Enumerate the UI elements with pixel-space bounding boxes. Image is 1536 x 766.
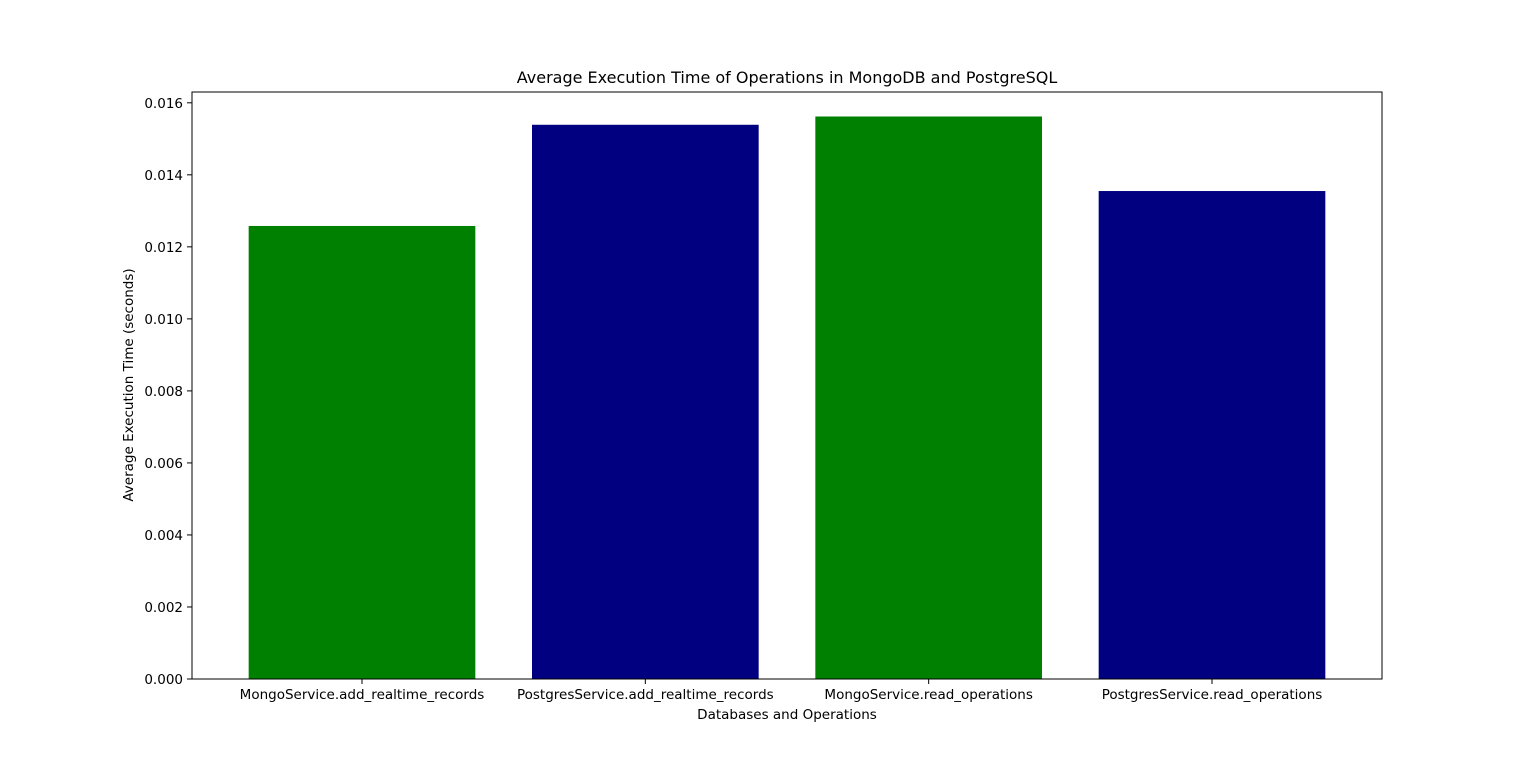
y-axis-label: Average Execution Time (seconds) [121, 268, 137, 501]
y-tick-label: 0.016 [144, 96, 183, 112]
x-tick-label: PostgresService.read_operations [1102, 687, 1323, 703]
y-tick-label: 0.000 [144, 672, 183, 688]
plot-frame [191, 91, 1383, 680]
y-tick-label: 0.006 [144, 456, 183, 472]
y-tick-label: 0.010 [144, 312, 183, 328]
bar-2 [532, 124, 759, 679]
y-tick-label: 0.002 [144, 600, 183, 616]
y-tick-label: 0.012 [144, 240, 183, 256]
chart-title: Average Execution Time of Operations in … [517, 68, 1058, 87]
bars-layer [248, 116, 1326, 679]
y-tick-label: 0.004 [144, 528, 183, 544]
x-axis-label: Databases and Operations [697, 707, 877, 723]
y-tick-label: 0.014 [144, 168, 183, 184]
bar-1 [248, 225, 476, 679]
x-tick-label: MongoService.add_realtime_records [240, 687, 485, 703]
y-tick-label: 0.008 [144, 384, 183, 400]
bar-3 [815, 116, 1042, 679]
y-axis: 0.000 0.002 0.004 0.006 0.008 0.010 0.012 0.014… [144, 96, 192, 688]
x-axis: MongoService.add_realtime_records Postgre… [240, 679, 1323, 703]
bar-4 [1098, 191, 1326, 679]
x-tick-label: MongoService.read_operations [824, 687, 1032, 703]
x-tick-label: PostgresService.add_realtime_records [517, 687, 774, 703]
